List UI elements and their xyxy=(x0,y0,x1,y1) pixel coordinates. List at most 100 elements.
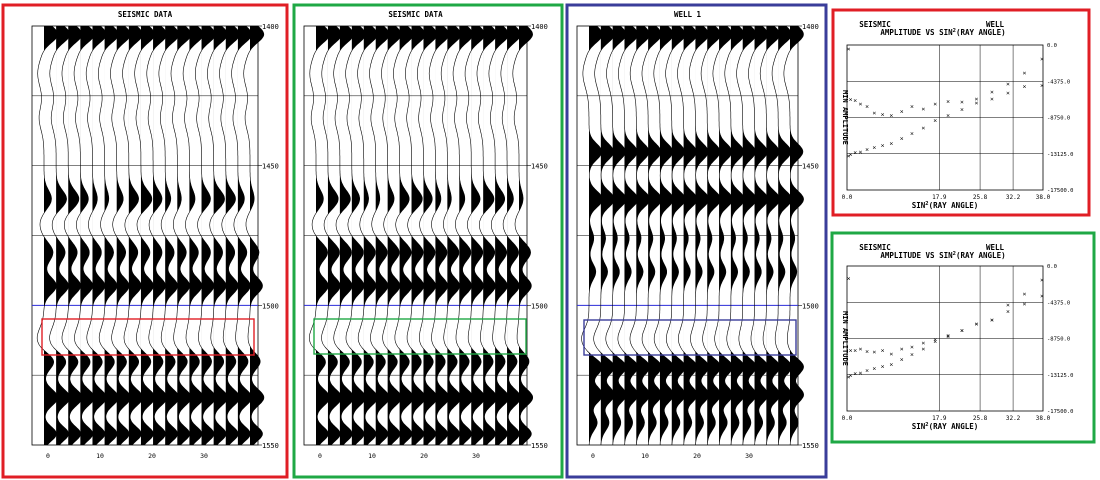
chart-title-sup: 2 xyxy=(953,28,956,34)
point-well: × xyxy=(1022,69,1026,77)
trace-fill xyxy=(387,26,402,445)
trace-fill xyxy=(363,26,378,445)
y-tick-label: 1500 xyxy=(802,302,819,310)
trace-fill xyxy=(177,26,192,445)
y-tick-label: 0.0 xyxy=(1047,264,1057,270)
chart-title: AMPLITUDE VS SIN2(RAY ANGLE) xyxy=(880,28,1005,37)
x-tick-label: 0.0 xyxy=(842,415,853,422)
y-axis-label: MIN AMPLITUDE xyxy=(841,311,849,366)
point-seismic: × xyxy=(889,350,893,358)
trace-wiggle xyxy=(653,25,674,446)
y-tick-label: 1550 xyxy=(531,442,548,450)
trace-wiggle xyxy=(219,25,240,446)
trace-wiggle xyxy=(345,25,366,446)
point-seismic: × xyxy=(847,274,851,282)
x-tick-label: 20 xyxy=(420,452,428,460)
point-well: × xyxy=(1040,55,1044,63)
trace-wiggle xyxy=(748,25,769,445)
point-well: × xyxy=(1006,301,1010,309)
point-well: × xyxy=(910,351,914,359)
trace-fill xyxy=(250,26,264,445)
point-well: × xyxy=(990,316,994,324)
trace-fill xyxy=(92,26,107,445)
point-well: × xyxy=(990,95,994,103)
trace-wiggle xyxy=(308,25,331,446)
trace-fill xyxy=(707,26,721,445)
point-seismic: × xyxy=(933,336,937,344)
trace-fill xyxy=(399,26,414,445)
trace-wiggle xyxy=(783,25,804,446)
trace-fill xyxy=(447,26,462,445)
point-seismic: × xyxy=(865,347,869,355)
trace-fill xyxy=(766,26,780,445)
trace-wiggle xyxy=(617,25,639,446)
point-well: × xyxy=(858,148,862,156)
chart-title-suffix: (RAY ANGLE) xyxy=(956,251,1006,260)
point-well: × xyxy=(872,144,876,152)
y-tick-label: -4375.0 xyxy=(1047,300,1070,306)
legend-seismic: SEISMIC xyxy=(859,20,891,29)
x-axis-label: SIN2(RAY ANGLE) xyxy=(912,201,979,210)
point-well: × xyxy=(900,135,904,143)
trace-fill xyxy=(237,26,252,445)
trace-wiggle xyxy=(357,25,378,446)
point-well: × xyxy=(849,150,853,158)
point-seismic: × xyxy=(881,347,885,355)
x-tick-label: 0 xyxy=(318,452,322,460)
chart-title-sup: 2 xyxy=(953,251,956,257)
trace-wiggle xyxy=(134,25,156,446)
trace-fill xyxy=(754,26,769,445)
trace-fill xyxy=(423,26,438,445)
chart-title: AMPLITUDE VS SIN2(RAY ANGLE) xyxy=(880,251,1005,260)
y-tick-label: 1400 xyxy=(262,23,279,31)
trace-wiggle xyxy=(488,25,510,446)
point-seismic: × xyxy=(933,100,937,108)
y-tick-label: 1550 xyxy=(802,442,819,450)
trace-fill xyxy=(56,26,70,445)
x-tick-label: 32.2 xyxy=(1006,194,1021,201)
point-well: × xyxy=(946,111,950,119)
y-tick-label: -8750.0 xyxy=(1047,337,1070,343)
chart-title-prefix: AMPLITUDE VS SIN xyxy=(880,28,953,37)
y-tick-label: -17500.0 xyxy=(1047,188,1074,194)
y-tick-label: 1400 xyxy=(531,23,548,31)
trace-fill xyxy=(695,26,709,445)
point-seismic: × xyxy=(990,316,994,324)
trace-fill xyxy=(659,26,674,445)
trace-fill xyxy=(80,26,95,445)
trace-fill xyxy=(375,26,390,445)
trace-wiggle xyxy=(158,25,180,446)
panel-frame xyxy=(292,3,564,479)
y-tick-label: -17500.0 xyxy=(1047,409,1074,415)
trace-wiggle xyxy=(677,25,698,446)
point-seismic: × xyxy=(865,102,869,110)
trace-wiggle xyxy=(393,25,414,446)
x-label-sup: 2 xyxy=(925,422,928,428)
trace-fill xyxy=(483,26,497,445)
trace-fill xyxy=(519,26,533,445)
trace-wiggle xyxy=(195,25,216,446)
trace-fill xyxy=(435,26,450,445)
point-seismic: × xyxy=(847,45,851,53)
point-seismic: × xyxy=(921,339,925,347)
chart-title-suffix: (RAY ANGLE) xyxy=(956,28,1006,37)
y-tick-label: -13125.0 xyxy=(1047,152,1074,158)
x-axis-label: SIN2(RAY ANGLE) xyxy=(912,422,979,431)
x-tick-label: 30 xyxy=(200,452,208,460)
x-label-prefix: SIN xyxy=(912,422,926,431)
highlight-box xyxy=(313,318,527,355)
point-well: × xyxy=(946,332,950,340)
point-well: × xyxy=(921,124,925,132)
point-well: × xyxy=(1022,290,1026,298)
trace-fill xyxy=(730,26,745,445)
point-well: × xyxy=(865,145,869,153)
trace-fill xyxy=(104,26,119,445)
point-seismic: × xyxy=(1040,82,1044,90)
point-seismic: × xyxy=(881,111,885,119)
highlight-box xyxy=(41,318,255,356)
trace-fill xyxy=(742,26,757,445)
trace-fill xyxy=(507,26,521,445)
